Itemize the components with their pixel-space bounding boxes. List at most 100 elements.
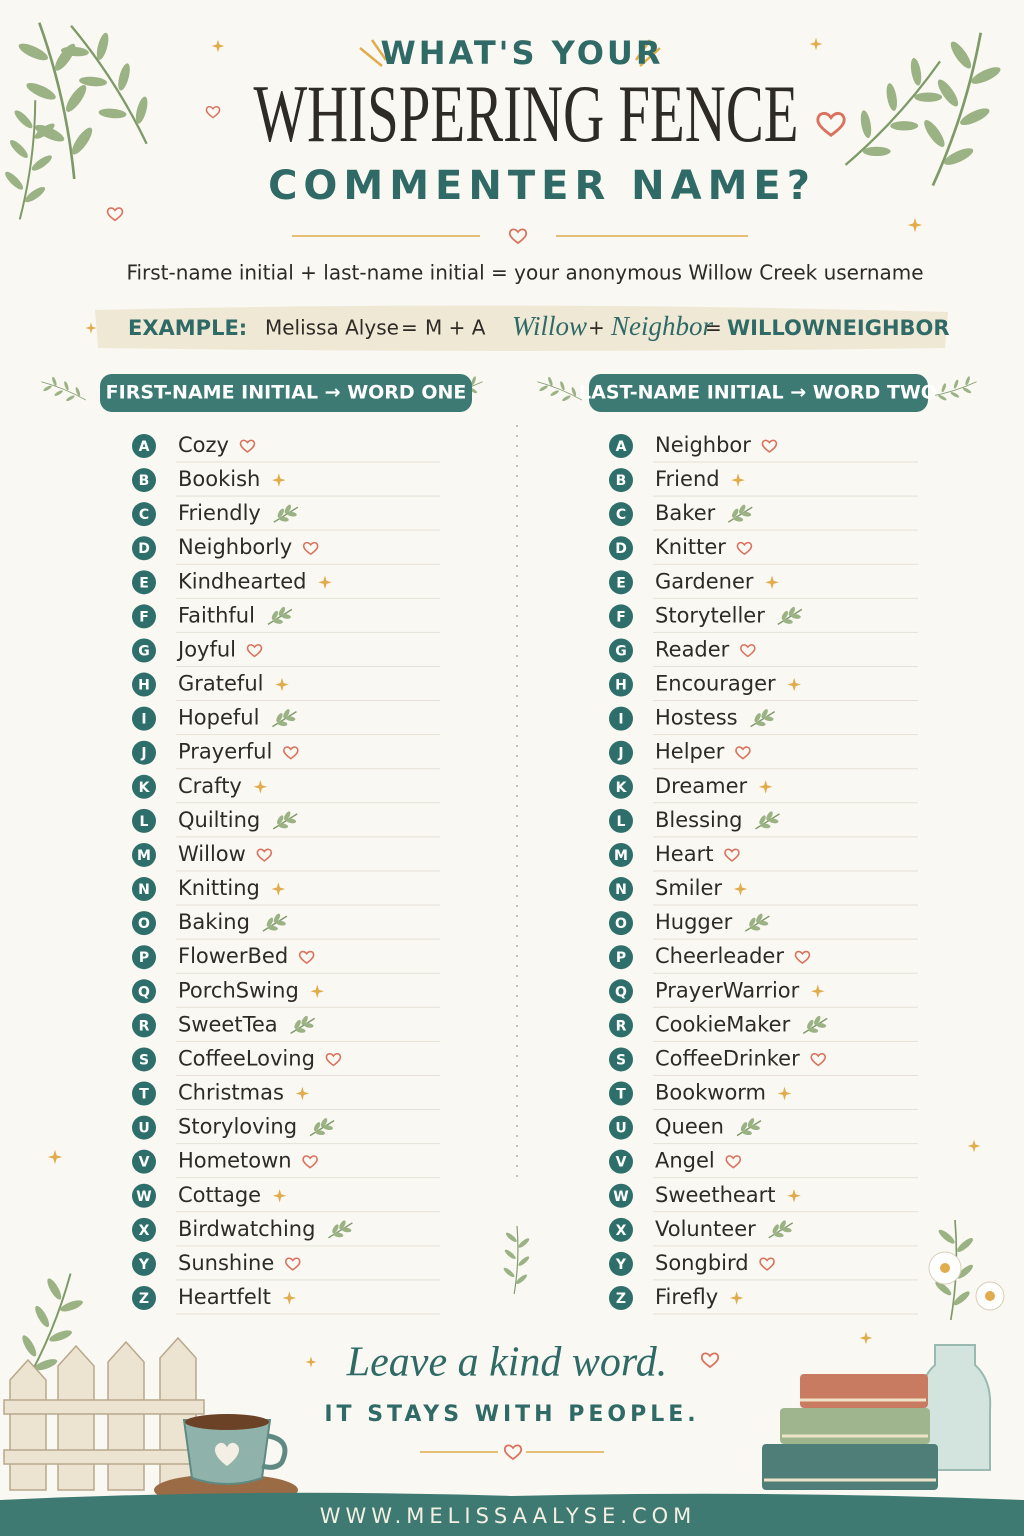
- letter-badge: [609, 979, 633, 1004]
- name-row: T Christmas: [132, 1081, 440, 1111]
- row-word: SweetTea: [178, 1012, 278, 1036]
- letter-badge: [609, 911, 633, 936]
- footer-url: WWW.MELISSAALYSE.COM: [320, 1504, 697, 1528]
- row-letter: Q: [138, 984, 150, 1000]
- row-word: Kindhearted: [178, 569, 306, 593]
- letter-badge: [609, 1183, 633, 1208]
- name-row: N Knitting: [132, 876, 440, 906]
- row-letter: F: [139, 609, 149, 625]
- row-letter: L: [140, 814, 149, 830]
- row-icon: [253, 780, 268, 794]
- row-word: CookieMaker: [655, 1012, 791, 1036]
- name-row: Z Heartfelt: [132, 1285, 440, 1315]
- name-row: J Helper: [609, 740, 918, 770]
- name-row: O Hugger: [609, 910, 918, 940]
- row-icon: [327, 1219, 354, 1239]
- row-icon: [272, 810, 298, 830]
- row-icon: [744, 913, 771, 932]
- row-letter: L: [617, 814, 626, 830]
- row-word: Sweetheart: [655, 1183, 776, 1207]
- row-word: Heart: [655, 842, 713, 866]
- letter-badge: [132, 1251, 156, 1276]
- row-letter: X: [139, 1223, 150, 1239]
- row-word: Birdwatching: [178, 1217, 315, 1241]
- header-subtitle: COMMENTER NAME?: [268, 163, 816, 209]
- row-icon: [768, 1219, 794, 1239]
- name-row: Y Sunshine: [132, 1251, 440, 1281]
- row-icon: [787, 1188, 801, 1203]
- row-word: Songbird: [655, 1251, 749, 1275]
- row-word: Bookish: [178, 467, 260, 491]
- row-letter: J: [140, 746, 146, 762]
- letter-badge: [132, 774, 156, 799]
- decor-top-left: [0, 8, 225, 224]
- row-icon: [310, 984, 325, 999]
- name-row: D Neighborly: [132, 535, 440, 565]
- row-letter: C: [139, 507, 149, 523]
- row-letter: H: [615, 678, 627, 694]
- divider-sprig: [501, 1225, 532, 1295]
- name-row: V Hometown: [132, 1149, 440, 1179]
- row-letter: O: [138, 916, 150, 932]
- row-icon: [759, 1257, 775, 1271]
- letter-badge: [132, 468, 156, 493]
- letter-badge: [132, 1081, 156, 1106]
- letter-badge: [609, 468, 633, 493]
- letter-badge: [132, 570, 156, 595]
- row-letter: E: [139, 575, 149, 591]
- example-name: Melissa Alyse: [265, 316, 399, 340]
- row-icon: [761, 439, 778, 453]
- column-headings: FIRST-NAME INITIAL → WORD ONE LAST-NAME …: [37, 371, 981, 412]
- letter-badge: [609, 536, 633, 561]
- row-icon: [736, 541, 753, 555]
- row-word: Storyloving: [178, 1115, 297, 1139]
- row-icon: [787, 677, 801, 692]
- letter-badge: [609, 877, 633, 902]
- row-letter: U: [615, 1121, 626, 1137]
- row-icon: [810, 1053, 827, 1067]
- row-icon: [298, 950, 315, 964]
- row-word: Firefly: [655, 1285, 718, 1309]
- row-icon: [262, 913, 288, 932]
- row-letter: I: [618, 712, 623, 728]
- row-letter: D: [138, 541, 150, 557]
- row-letter: U: [138, 1121, 149, 1137]
- footer-line: IT STAYS WITH PEOPLE.: [324, 1402, 699, 1427]
- name-row: W Cottage: [132, 1183, 440, 1213]
- row-word: Storyteller: [655, 603, 765, 627]
- row-word: Baking: [178, 910, 250, 934]
- name-row: I Hopeful: [132, 706, 440, 736]
- row-icon: [246, 644, 263, 658]
- row-icon: [733, 882, 748, 896]
- row-word: Friend: [655, 467, 720, 491]
- row-letter: A: [616, 439, 627, 455]
- row-letter: G: [138, 643, 150, 659]
- row-word: Volunteer: [655, 1217, 756, 1241]
- row-letter: E: [616, 575, 626, 591]
- row-word: Hometown: [178, 1149, 292, 1173]
- row-word: Encourager: [655, 672, 776, 696]
- row-icon: [256, 848, 273, 862]
- name-row: A Cozy: [132, 433, 440, 463]
- row-icon: [765, 575, 779, 590]
- row-letter: T: [616, 1087, 626, 1103]
- example-equals: =: [401, 316, 418, 340]
- name-row: M Willow: [132, 842, 440, 872]
- decor-bottom-right: [47, 1139, 1005, 1490]
- row-letter: Z: [616, 1291, 626, 1307]
- row-word: Cheerleader: [655, 944, 784, 968]
- letter-badge: [132, 740, 156, 765]
- row-letter: N: [138, 882, 150, 898]
- column-heading: FIRST-NAME INITIAL → WORD ONE: [106, 382, 467, 404]
- name-row: V Angel: [609, 1149, 918, 1179]
- row-icon: [736, 1117, 762, 1137]
- row-word: PorchSwing: [178, 978, 299, 1002]
- name-row: C Friendly: [132, 501, 440, 531]
- name-row: X Volunteer: [609, 1217, 918, 1247]
- letter-badge: [609, 570, 633, 595]
- row-word: Quilting: [178, 808, 260, 832]
- intro-text: First-name initial + last-name initial =…: [126, 261, 923, 285]
- letter-badge: [132, 1183, 156, 1208]
- row-word: Christmas: [178, 1081, 284, 1105]
- row-icon: [283, 746, 299, 760]
